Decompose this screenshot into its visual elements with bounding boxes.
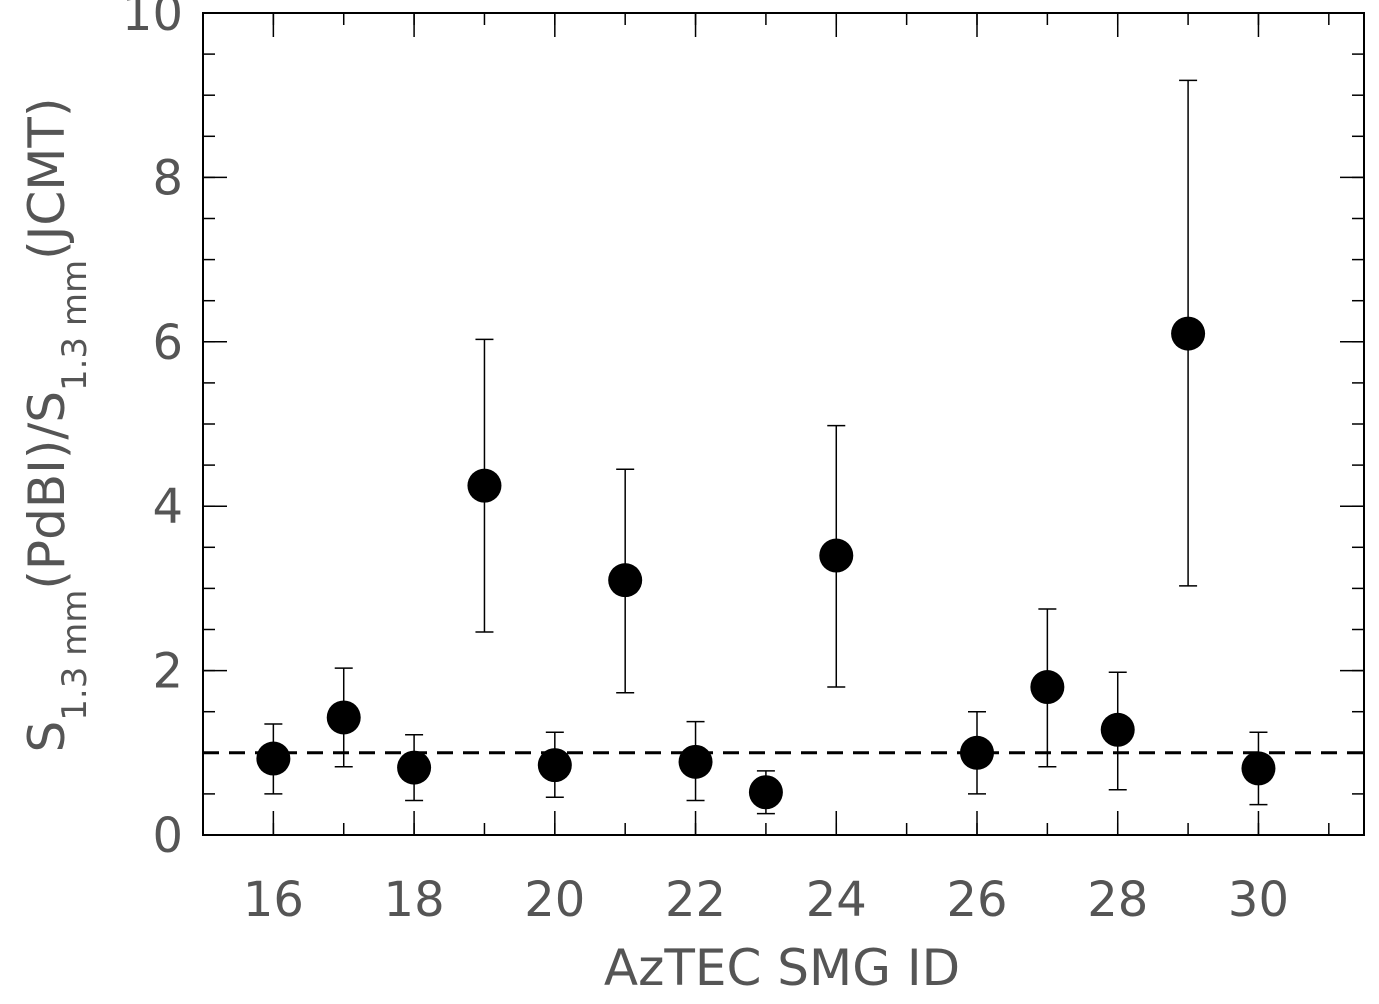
- x-tick-label: 20: [524, 872, 585, 928]
- data-point: [678, 744, 713, 779]
- y-tick-label: 2: [152, 644, 183, 700]
- data-point: [256, 741, 291, 776]
- y-axis-title: S1.3 mm(PdBI)/S1.3 mm(JCMT): [18, 98, 95, 753]
- error-bars: [264, 79, 1268, 815]
- data-point: [1100, 712, 1135, 747]
- data-point: [960, 735, 994, 770]
- data-points: [256, 316, 1276, 810]
- data-point: [467, 468, 502, 503]
- plot-frame: [202, 12, 1365, 836]
- data-point: [326, 700, 361, 735]
- y-tick-label: 8: [152, 150, 183, 206]
- y-axis-title-sub1: 1.3 mm: [55, 590, 95, 721]
- y-tick-label: 4: [152, 479, 183, 535]
- data-point: [819, 538, 854, 573]
- y-axis-title-end: (JCMT): [18, 98, 76, 260]
- x-tick-label: 30: [1228, 872, 1289, 928]
- y-tick-label: 0: [152, 808, 183, 864]
- data-point: [608, 563, 643, 598]
- data-point: [397, 750, 432, 785]
- x-tick-label: 24: [806, 872, 867, 928]
- data-point: [1171, 316, 1206, 351]
- y-axis-title-mid: (PdBI)/S: [18, 391, 76, 590]
- minor-ticks: [202, 12, 1364, 836]
- data-point: [537, 748, 572, 783]
- x-tick-label: 22: [665, 872, 726, 928]
- x-tick-label: 16: [243, 872, 304, 928]
- x-axis-title: AzTEC SMG ID: [604, 939, 960, 997]
- x-tick-label: 18: [384, 872, 445, 928]
- data-point: [1030, 670, 1065, 705]
- y-axis-title-s1: S: [18, 721, 76, 753]
- y-tick-label: 6: [152, 315, 183, 371]
- data-point: [1241, 751, 1276, 786]
- x-tick-label: 26: [946, 872, 1007, 928]
- major-ticks: [203, 12, 1364, 836]
- y-axis-title-sub2: 1.3 mm: [55, 260, 95, 391]
- x-tick-label: 28: [1087, 872, 1148, 928]
- data-point: [748, 775, 783, 810]
- y-tick-label: 10: [122, 0, 183, 42]
